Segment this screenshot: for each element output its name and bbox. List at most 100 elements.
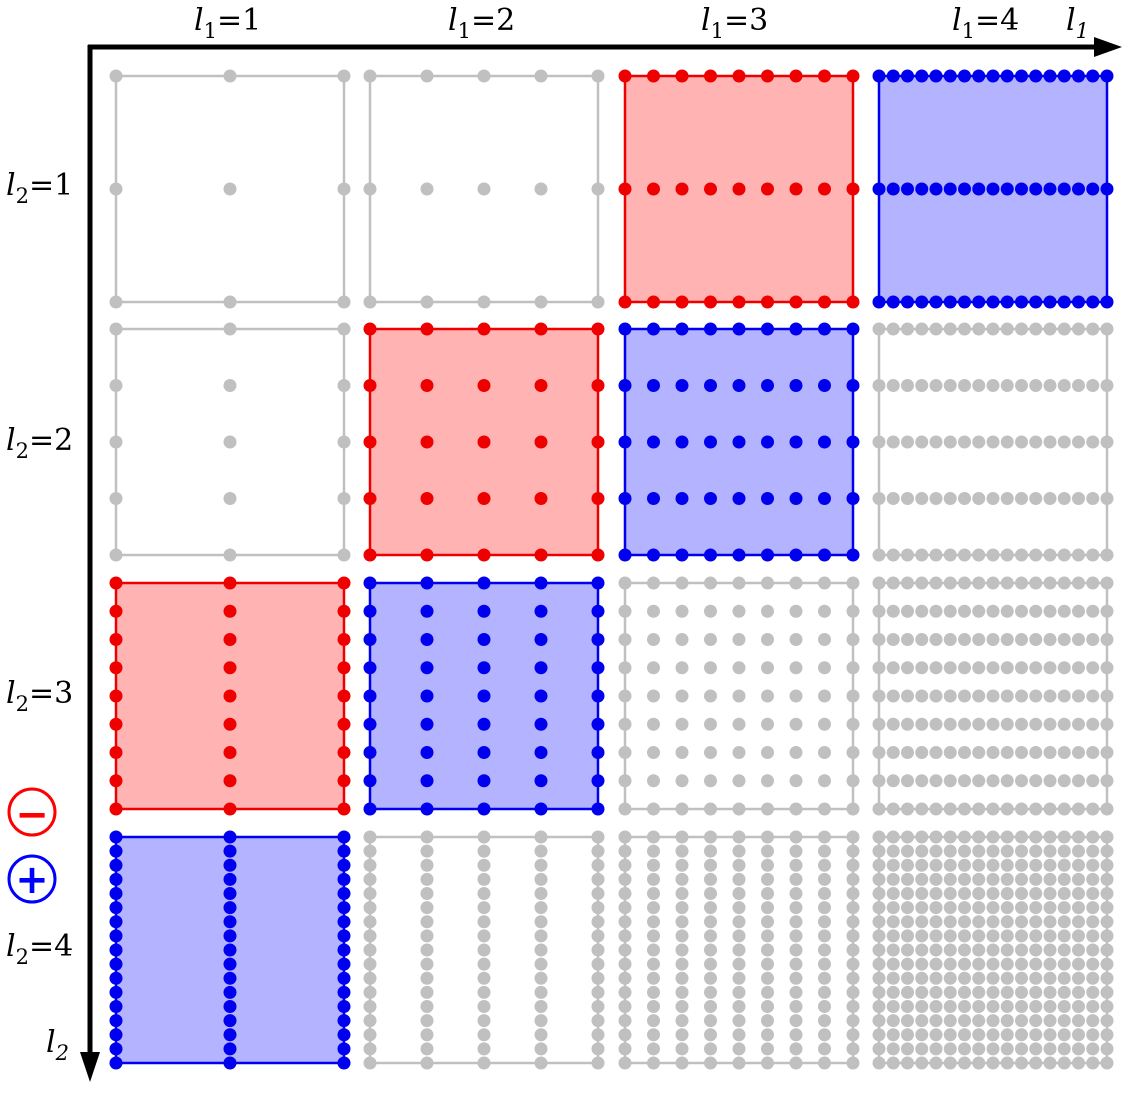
grid-point xyxy=(1043,492,1057,505)
grid-point xyxy=(1057,492,1071,505)
grid-point xyxy=(1100,844,1114,858)
grid-point xyxy=(109,295,123,309)
grid-point xyxy=(704,1000,717,1013)
grid-point xyxy=(846,717,860,731)
grid-point xyxy=(647,492,660,505)
grid-point xyxy=(223,322,237,336)
grid-point xyxy=(732,576,746,590)
grid-point xyxy=(109,985,123,999)
grid-point xyxy=(420,689,434,703)
grid-point xyxy=(1015,604,1028,618)
grid-point xyxy=(901,872,914,886)
grid-point xyxy=(929,746,943,759)
grid-point xyxy=(886,689,900,703)
grid-point xyxy=(789,830,803,844)
grid-point xyxy=(618,1014,632,1028)
grid-point xyxy=(1072,633,1085,646)
grid-point xyxy=(943,957,957,971)
grid-point xyxy=(1072,717,1085,731)
grid-point xyxy=(1086,830,1100,844)
grid-point xyxy=(818,182,831,196)
grid-point xyxy=(420,830,434,844)
grid-point xyxy=(732,887,746,900)
grid-point xyxy=(618,576,632,590)
grid-point xyxy=(1029,379,1043,392)
grid-point xyxy=(846,872,860,886)
grid-point xyxy=(223,717,237,731)
grid-point xyxy=(915,661,929,675)
grid-point xyxy=(789,548,803,562)
grid-point xyxy=(618,858,632,872)
grid-point xyxy=(789,872,803,886)
grid-point xyxy=(109,746,123,759)
grid-point xyxy=(647,379,660,392)
grid-point xyxy=(972,689,986,703)
grid-point xyxy=(929,379,943,392)
grid-point xyxy=(972,1056,986,1070)
grid-point xyxy=(872,1014,886,1028)
grid-point xyxy=(1086,322,1100,336)
grid-point xyxy=(1057,971,1071,985)
grid-point xyxy=(223,576,237,590)
grid-point xyxy=(1029,182,1043,196)
grid-point xyxy=(109,901,123,915)
grid-point xyxy=(1057,858,1071,872)
grid-point xyxy=(761,872,774,886)
grid-point xyxy=(534,295,548,309)
grid-point xyxy=(818,887,831,900)
grid-cell-l1-4-l2-3 xyxy=(872,576,1114,816)
grid-point xyxy=(363,576,377,590)
grid-point xyxy=(886,1028,900,1042)
grid-point xyxy=(591,971,605,985)
grid-point xyxy=(872,943,886,957)
grid-point xyxy=(872,379,886,392)
grid-point xyxy=(789,985,803,999)
grid-point xyxy=(986,1042,1000,1056)
grid-point xyxy=(1086,746,1100,759)
grid-point xyxy=(618,492,632,505)
grid-point xyxy=(109,548,123,562)
grid-point xyxy=(901,548,914,562)
grid-point xyxy=(109,379,123,392)
grid-point xyxy=(1072,295,1085,309)
grid-point xyxy=(337,1028,351,1042)
grid-point xyxy=(223,844,237,858)
grid-point xyxy=(1072,858,1085,872)
grid-point xyxy=(901,971,914,985)
grid-point xyxy=(363,746,377,759)
grid-point xyxy=(789,844,803,858)
grid-point xyxy=(1029,774,1043,788)
grid-point xyxy=(901,901,914,915)
grid-point xyxy=(986,604,1000,618)
grid-point xyxy=(477,971,491,985)
grid-point xyxy=(591,774,605,788)
grid-point xyxy=(1015,887,1028,900)
grid-point xyxy=(1100,1014,1114,1028)
grid-point xyxy=(1072,1000,1085,1013)
grid-point xyxy=(915,379,929,392)
grid-cell-l1-1-l2-1 xyxy=(109,69,351,309)
grid-point xyxy=(1072,915,1085,929)
grid-cell-l1-4-l2-1 xyxy=(872,69,1114,309)
grid-point xyxy=(618,872,632,886)
grid-point xyxy=(420,1056,434,1070)
grid-point xyxy=(986,1056,1000,1070)
grid-point xyxy=(477,746,491,759)
grid-point xyxy=(1015,971,1028,985)
grid-point xyxy=(1100,379,1114,392)
grid-point xyxy=(818,971,831,985)
grid-point xyxy=(943,802,957,816)
grid-point xyxy=(591,1056,605,1070)
grid-point xyxy=(886,435,900,449)
grid-point xyxy=(846,802,860,816)
grid-point xyxy=(732,830,746,844)
grid-point xyxy=(915,322,929,336)
grid-point xyxy=(958,929,971,943)
grid-point xyxy=(420,322,434,336)
grid-point xyxy=(618,1056,632,1070)
col-label-2: l1=2 xyxy=(448,3,515,43)
grid-point xyxy=(534,830,548,844)
grid-point xyxy=(915,295,929,309)
grid-point xyxy=(901,1000,914,1013)
grid-point xyxy=(929,322,943,336)
